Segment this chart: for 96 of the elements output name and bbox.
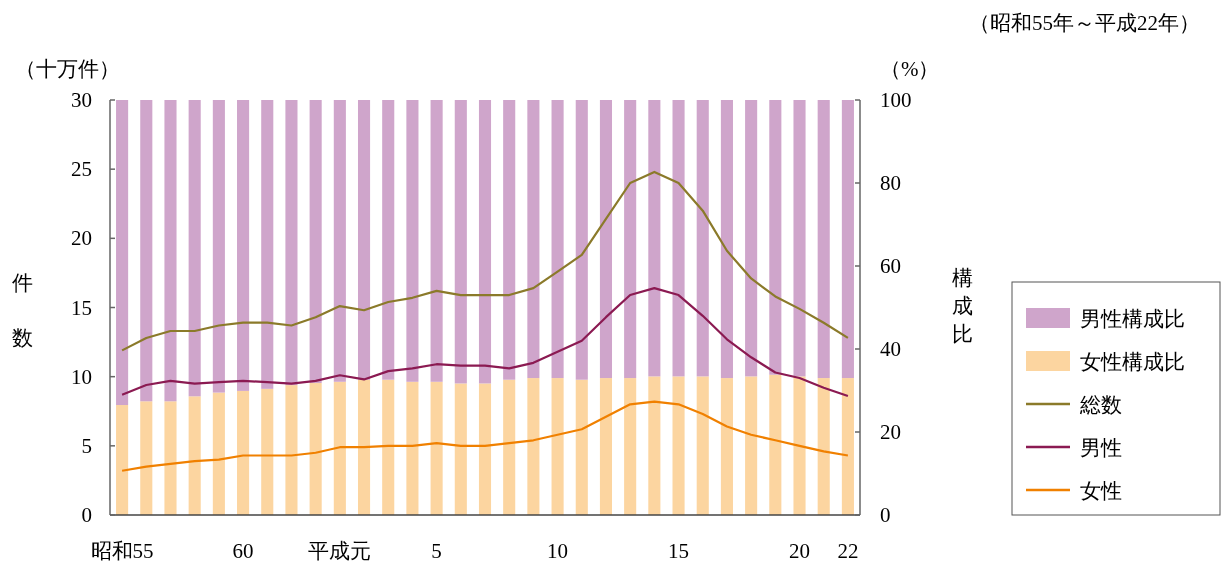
x-tick-label: 平成元 <box>308 539 372 562</box>
y-tick-label: 5 <box>81 433 92 458</box>
bar <box>503 100 516 380</box>
bar <box>333 381 346 515</box>
bar <box>817 378 830 515</box>
legend-label: 男性構成比 <box>1080 307 1185 331</box>
bar <box>237 390 250 515</box>
text: （昭和55年～平成22年） <box>969 11 1200 35</box>
y-tick-label: 25 <box>71 157 92 182</box>
y2-tick-label: 60 <box>880 254 901 278</box>
bar <box>696 100 709 377</box>
x-tick-label: 20 <box>789 539 811 562</box>
line-series <box>121 287 849 398</box>
line-series <box>121 400 849 472</box>
legend-label: 女性構成比 <box>1080 350 1185 374</box>
y-tick-label: 15 <box>71 295 92 320</box>
bar <box>478 383 492 515</box>
bar <box>430 381 443 515</box>
bar <box>478 100 492 384</box>
bar <box>188 396 201 515</box>
bar <box>285 385 298 515</box>
bar <box>406 100 419 382</box>
bar <box>357 100 371 380</box>
bar <box>116 100 129 406</box>
bar <box>648 100 661 377</box>
x-tick-label: 15 <box>668 539 690 562</box>
bar <box>237 100 250 391</box>
bar <box>261 388 274 515</box>
bar <box>116 405 129 515</box>
y2-tick-label: 100 <box>880 88 912 112</box>
bar <box>261 100 274 389</box>
bar <box>575 379 588 515</box>
bar <box>503 379 516 515</box>
bar <box>454 100 467 384</box>
bar <box>672 100 685 377</box>
bar <box>164 100 177 402</box>
y2-axis-title: 構成比 <box>951 266 973 346</box>
text: 件数 <box>11 271 33 350</box>
bar <box>140 401 153 515</box>
bar <box>696 376 709 515</box>
x-tick-label: 10 <box>547 539 569 562</box>
legend-label: 男性 <box>1080 436 1122 460</box>
y-tick-label: 20 <box>71 226 92 251</box>
bar <box>841 100 854 379</box>
bar <box>430 100 443 382</box>
bar <box>720 100 733 379</box>
bar <box>382 100 395 380</box>
y-tick-label: 10 <box>71 364 92 389</box>
y2-tick-label: 0 <box>880 503 891 527</box>
bar <box>793 100 806 377</box>
x-tick-label: 22 <box>837 539 859 562</box>
text: （%） <box>880 57 940 81</box>
x-tick-label: 昭和55 <box>90 539 154 562</box>
bar <box>527 378 540 515</box>
bar <box>841 378 854 515</box>
bar <box>551 378 564 515</box>
y2-tick-label: 40 <box>880 337 901 361</box>
bar <box>382 379 395 515</box>
bar <box>599 100 613 379</box>
bar <box>212 100 225 393</box>
bar <box>599 378 613 515</box>
bar <box>745 100 758 377</box>
bar <box>406 381 419 515</box>
bar <box>357 379 371 515</box>
bar <box>527 100 540 379</box>
bar <box>575 100 588 380</box>
legend-label: 女性 <box>1080 479 1122 503</box>
y-tick-label: 30 <box>71 88 92 112</box>
line-series <box>121 170 849 352</box>
bar <box>551 100 564 379</box>
bar <box>309 383 322 515</box>
bar <box>164 401 177 515</box>
x-tick-label: 5 <box>431 539 442 562</box>
text: （十万件） <box>15 57 120 81</box>
y-tick-label: 0 <box>81 503 92 527</box>
bar <box>817 100 830 379</box>
legend-label: 総数 <box>1079 393 1122 417</box>
bar <box>769 100 782 375</box>
bar <box>648 376 661 515</box>
bar <box>309 100 322 384</box>
bar <box>333 100 346 382</box>
bar <box>793 376 806 515</box>
x-tick-label: 60 <box>232 539 254 562</box>
bar <box>624 378 637 515</box>
bar <box>188 100 201 397</box>
bar <box>285 100 298 386</box>
y2-tick-label: 80 <box>880 171 901 195</box>
bar <box>769 374 782 515</box>
bar <box>624 100 637 379</box>
bar <box>672 376 685 515</box>
y2-tick-label: 20 <box>880 420 901 444</box>
bar <box>454 383 467 515</box>
bar <box>745 376 758 515</box>
bar <box>720 378 733 515</box>
bar <box>212 392 225 515</box>
bar <box>140 100 153 402</box>
